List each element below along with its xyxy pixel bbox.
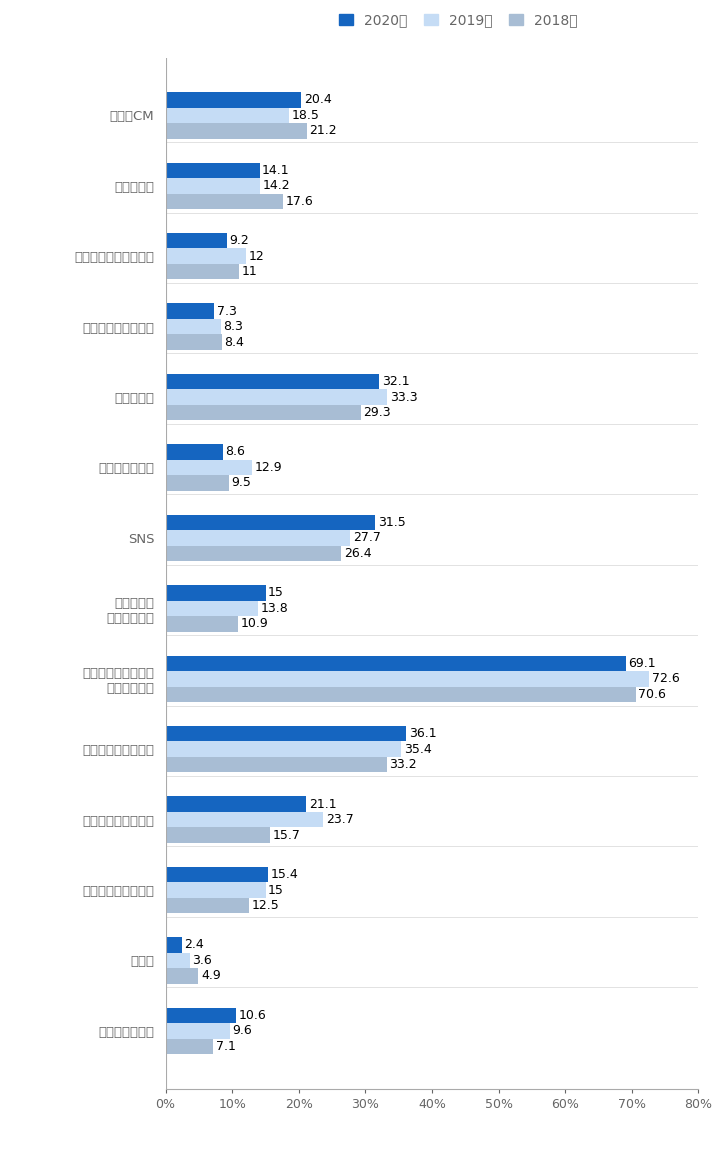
Text: 29.3: 29.3 <box>364 406 391 419</box>
Text: 9.6: 9.6 <box>232 1024 252 1038</box>
Bar <box>166 334 222 350</box>
Text: 4.9: 4.9 <box>201 970 220 983</box>
Bar <box>166 530 350 546</box>
Bar <box>166 233 227 249</box>
Text: 23.7: 23.7 <box>326 813 354 826</box>
Text: 10.9: 10.9 <box>241 617 269 630</box>
Text: 12.5: 12.5 <box>251 899 279 912</box>
Text: 8.3: 8.3 <box>223 320 243 333</box>
Bar <box>166 938 181 953</box>
Bar <box>166 1023 230 1039</box>
Text: 31.5: 31.5 <box>378 516 406 529</box>
Bar <box>166 757 387 773</box>
Text: 10.6: 10.6 <box>239 1009 266 1022</box>
Bar <box>166 249 246 264</box>
Bar <box>166 670 649 687</box>
Text: 9.2: 9.2 <box>230 234 249 248</box>
Text: 11: 11 <box>241 265 257 278</box>
Bar <box>166 796 306 812</box>
Legend: 2020年, 2019年, 2018年: 2020年, 2019年, 2018年 <box>333 8 584 33</box>
Bar <box>166 264 239 280</box>
Bar <box>166 445 223 460</box>
Bar <box>166 162 259 179</box>
Bar <box>166 897 249 914</box>
Bar <box>166 600 258 616</box>
Text: 12: 12 <box>248 250 264 263</box>
Bar <box>166 1039 213 1054</box>
Bar <box>166 373 379 389</box>
Bar <box>166 882 266 897</box>
Bar <box>166 726 406 742</box>
Text: 14.1: 14.1 <box>262 164 289 176</box>
Text: 21.2: 21.2 <box>310 124 337 137</box>
Bar <box>166 968 198 984</box>
Text: 12.9: 12.9 <box>254 461 282 473</box>
Text: 26.4: 26.4 <box>344 547 372 560</box>
Bar <box>166 515 375 530</box>
Bar <box>166 194 283 209</box>
Text: 7.3: 7.3 <box>217 304 237 318</box>
Bar <box>166 319 221 334</box>
Bar <box>166 107 289 123</box>
Bar <box>166 123 307 138</box>
Text: 35.4: 35.4 <box>404 743 432 756</box>
Bar <box>166 866 268 882</box>
Bar <box>166 827 270 843</box>
Text: 13.8: 13.8 <box>260 601 288 615</box>
Text: 72.6: 72.6 <box>652 673 680 685</box>
Bar <box>166 92 302 107</box>
Bar <box>166 742 401 757</box>
Text: 33.2: 33.2 <box>390 758 417 771</box>
Text: 36.1: 36.1 <box>409 727 436 741</box>
Text: 8.6: 8.6 <box>225 446 246 458</box>
Bar <box>166 404 361 420</box>
Bar <box>166 655 626 670</box>
Bar <box>166 585 266 600</box>
Bar <box>166 476 229 491</box>
Text: 15.4: 15.4 <box>271 869 299 881</box>
Text: 27.7: 27.7 <box>353 531 381 545</box>
Bar <box>166 616 238 631</box>
Text: 18.5: 18.5 <box>292 108 320 122</box>
Bar <box>166 1008 236 1023</box>
Bar <box>166 812 323 827</box>
Bar <box>166 546 341 561</box>
Text: 15.7: 15.7 <box>273 828 301 842</box>
Bar <box>166 303 215 319</box>
Text: 17.6: 17.6 <box>285 195 313 207</box>
Text: 69.1: 69.1 <box>629 657 656 669</box>
Bar <box>166 953 189 968</box>
Text: 15: 15 <box>268 586 284 599</box>
Text: 15: 15 <box>268 884 284 896</box>
Text: 32.1: 32.1 <box>382 376 410 388</box>
Text: 7.1: 7.1 <box>215 1040 235 1053</box>
Bar <box>166 687 636 702</box>
Text: 8.4: 8.4 <box>224 335 244 349</box>
Text: 21.1: 21.1 <box>309 797 336 811</box>
Text: 9.5: 9.5 <box>232 477 251 490</box>
Bar <box>166 460 251 476</box>
Text: 33.3: 33.3 <box>390 391 418 403</box>
Text: 14.2: 14.2 <box>263 180 290 192</box>
Text: 3.6: 3.6 <box>192 954 212 967</box>
Text: 20.4: 20.4 <box>304 93 332 106</box>
Text: 70.6: 70.6 <box>639 688 666 700</box>
Bar <box>166 179 260 194</box>
Bar <box>166 389 387 404</box>
Text: 2.4: 2.4 <box>184 939 204 952</box>
